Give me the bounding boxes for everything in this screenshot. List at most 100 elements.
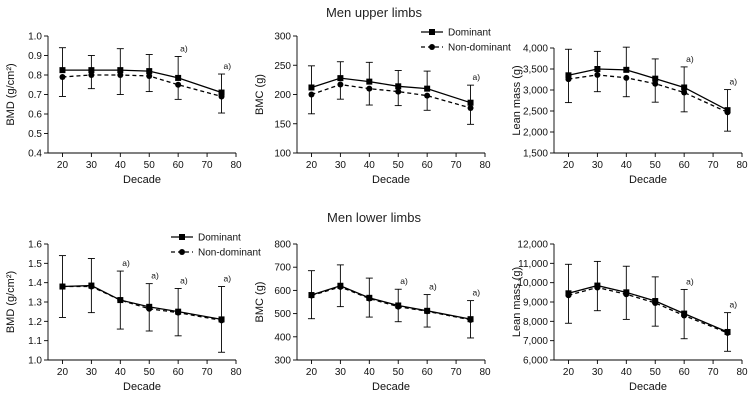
y-tick-label: 4,000: [523, 44, 548, 55]
y-tick-label: 2,500: [523, 107, 548, 118]
x-tick-label: 40: [621, 160, 633, 171]
dominant-point: [175, 74, 182, 81]
non-dominant-point: [308, 91, 315, 98]
non-dominant-line: [62, 285, 222, 322]
non-dominant-point: [565, 76, 572, 83]
x-tick-label: 50: [393, 160, 405, 171]
significance-annotation: a): [686, 276, 694, 286]
x-tick-label: 20: [57, 160, 69, 171]
legend-non-dominant-marker: [429, 44, 435, 50]
y-tick-label: 2,000: [523, 128, 548, 139]
significance-annotation: a): [730, 300, 738, 310]
y-tick-label: 300: [274, 32, 291, 43]
y-tick-label: 11,000: [518, 259, 548, 270]
x-axis-title: Decade: [629, 381, 667, 393]
significance-annotation: a): [122, 258, 130, 268]
dominant-point: [366, 78, 373, 85]
y-axis-title: Lean mass (g): [511, 267, 523, 337]
significance-annotation: a): [400, 276, 408, 286]
y-tick-label: 8,000: [523, 317, 548, 328]
dominant-point: [424, 85, 431, 92]
dominant-line: [311, 77, 471, 104]
x-tick-label: 40: [115, 367, 127, 378]
non-dominant-point: [652, 80, 659, 87]
non-dominant-point: [652, 299, 659, 306]
y-tick-label: 700: [274, 263, 291, 274]
chart-panel-2: 100 150 200 250 300 20 30 40 50 60 70 80 Decade BMC (…: [254, 28, 511, 187]
non-dominant-point: [337, 283, 344, 290]
x-tick-label: 70: [708, 160, 720, 171]
legend-non-dominant-label: Non-dominant: [198, 248, 261, 259]
x-tick-label: 70: [202, 160, 214, 171]
y-tick-label: 0.5: [28, 129, 42, 140]
y-axis-title: BMC (g): [254, 282, 266, 323]
x-tick-label: 30: [592, 367, 604, 378]
x-tick-label: 40: [364, 367, 376, 378]
non-dominant-point: [395, 88, 402, 95]
y-tick-label: 0.4: [28, 149, 42, 160]
significance-annotation: a): [180, 275, 188, 285]
dominant-line: [311, 285, 471, 320]
significance-annotation: a): [473, 288, 481, 298]
non-dominant-point: [175, 81, 182, 88]
dominant-point: [308, 84, 315, 91]
dominant-point: [395, 83, 402, 90]
x-tick-label: 70: [451, 367, 463, 378]
y-tick-label: 600: [274, 286, 291, 297]
significance-annotation: a): [730, 77, 738, 87]
non-dominant-point: [218, 317, 225, 324]
non-dominant-point: [681, 312, 688, 319]
x-tick-label: 60: [173, 367, 185, 378]
non-dominant-line: [568, 286, 728, 334]
non-dominant-point: [724, 109, 731, 116]
non-dominant-point: [59, 73, 66, 80]
chart-panel-3: 1,500 2,000 2,500 3,000 3,500 4,000 20 30 40 50 60…: [511, 44, 748, 187]
y-tick-label: 400: [274, 332, 291, 343]
y-tick-label: 1.0: [28, 32, 42, 43]
legend-non-dominant-marker: [179, 249, 185, 255]
legend-dominant-label: Dominant: [198, 233, 241, 244]
non-dominant-point: [724, 329, 731, 336]
dominant-point: [652, 75, 659, 82]
y-tick-label: 100: [274, 149, 291, 160]
non-dominant-point: [117, 72, 124, 78]
dominant-point: [681, 84, 688, 91]
panels: 0.4 0.5 0.6 0.7 0.8 0.9 1.0 20 30 40 50 60 70 80 Decad…: [5, 28, 748, 394]
x-tick-label: 50: [144, 160, 156, 171]
x-tick-label: 40: [115, 160, 127, 171]
chart-panel-4: 1.0 1.1 1.2 1.3 1.4 1.5 1.6 20 30 40 50 60 70 80 Decad…: [5, 233, 261, 394]
non-dominant-point: [117, 297, 124, 304]
legend: Dominant Non-dominant: [421, 28, 511, 54]
y-tick-label: 7,000: [523, 336, 548, 347]
x-tick-label: 70: [451, 160, 463, 171]
upper-section-title: Men upper limbs: [326, 5, 423, 20]
x-axis-title: Decade: [123, 381, 161, 393]
y-tick-label: 1.3: [28, 298, 42, 309]
x-tick-label: 20: [306, 367, 318, 378]
y-tick-label: 200: [274, 90, 291, 101]
y-tick-label: 1.0: [28, 356, 42, 367]
y-tick-label: 250: [274, 61, 291, 72]
x-tick-label: 40: [364, 160, 376, 171]
non-dominant-point: [308, 292, 315, 299]
y-tick-label: 10,000: [517, 278, 548, 289]
dominant-line: [568, 284, 728, 333]
y-tick-label: 0.6: [28, 110, 42, 121]
y-tick-label: 800: [274, 240, 291, 251]
non-dominant-point: [424, 308, 431, 315]
non-dominant-point: [467, 316, 474, 323]
y-tick-label: 0.9: [28, 51, 42, 62]
x-tick-label: 50: [650, 367, 662, 378]
x-tick-label: 30: [335, 160, 347, 171]
legend: Dominant Non-dominant: [171, 233, 261, 259]
dominant-point: [337, 75, 344, 82]
dominant-point: [623, 66, 630, 73]
chart-panel-5: 300 400 500 600 700 800 20 30 40 50 60 70 80 Decade BM…: [254, 240, 491, 394]
y-tick-label: 0.8: [28, 71, 42, 82]
non-dominant-line: [62, 74, 222, 98]
x-axis-title: Decade: [372, 381, 410, 393]
x-tick-label: 80: [230, 367, 242, 378]
non-dominant-point: [366, 295, 373, 302]
x-tick-label: 70: [708, 367, 720, 378]
x-tick-label: 30: [592, 160, 604, 171]
